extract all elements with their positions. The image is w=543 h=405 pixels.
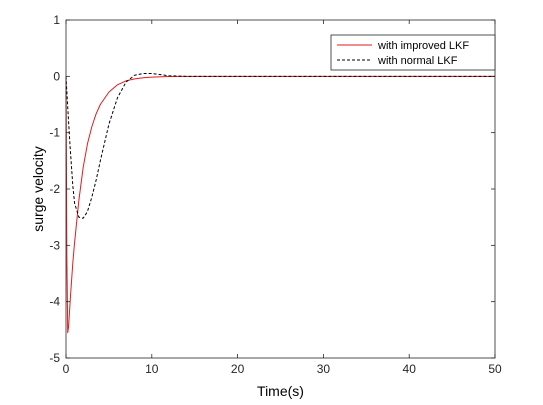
x-tick-label: 50 <box>488 362 502 376</box>
y-tick-label: -1 <box>49 126 60 140</box>
y-tick-label: -3 <box>49 238 60 252</box>
x-axis-label: Time(s) <box>257 383 304 399</box>
plot-area <box>66 20 495 358</box>
x-tick-label: 30 <box>317 362 331 376</box>
series-layer <box>65 73 495 334</box>
legend-label-improved-lkf: with improved LKF <box>377 40 469 52</box>
y-tick-label: 0 <box>53 69 60 83</box>
x-axis: 0 10 20 30 40 50 <box>63 20 502 376</box>
x-tick-label: 10 <box>145 362 159 376</box>
legend-label-normal-lkf: with normal LKF <box>377 55 458 67</box>
legend: with improved LKF with normal LKF <box>330 34 496 71</box>
x-tick-label: 20 <box>231 362 245 376</box>
x-tick-label: 40 <box>403 362 417 376</box>
y-tick-label: -4 <box>49 295 60 309</box>
y-axis-label: surge velocity <box>30 146 46 232</box>
y-tick-label: -2 <box>49 182 60 196</box>
series-line-normal-lkf <box>65 73 495 219</box>
y-tick-label: 1 <box>53 13 60 27</box>
y-axis: -5 -4 -3 -2 -1 0 1 <box>49 13 495 365</box>
x-tick-label: 0 <box>63 362 70 376</box>
legend-box <box>330 34 496 71</box>
y-tick-label: -5 <box>49 351 60 365</box>
